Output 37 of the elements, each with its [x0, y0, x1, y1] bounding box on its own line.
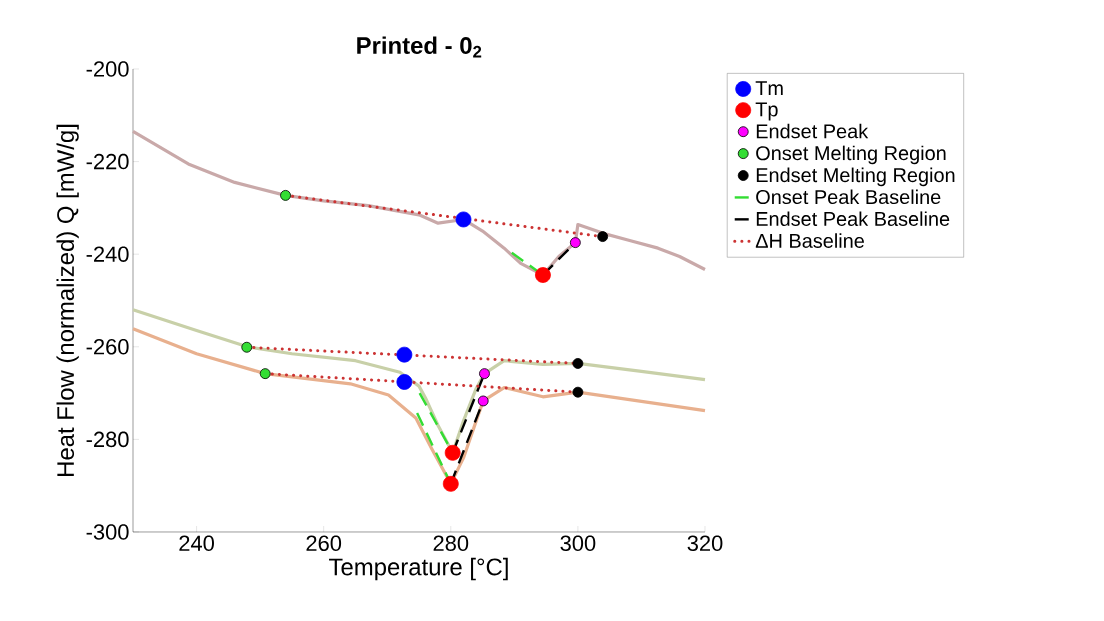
point [479, 368, 490, 380]
point [444, 444, 461, 461]
point [455, 211, 472, 228]
y-tick-label: -260 [86, 339, 129, 355]
legend-label: Endset Melting Region [756, 167, 955, 187]
y-tick-label: -280 [86, 431, 129, 448]
y-axis-title: Heat Flow (normalized) Q [mW/g] [56, 124, 79, 476]
legend-label: Onset Peak Baseline [756, 189, 941, 205]
point [572, 358, 584, 369]
y-tick-label: -240 [86, 246, 129, 262]
x-tick-label: 300 [560, 535, 596, 552]
point [572, 386, 584, 398]
point [241, 341, 253, 353]
point [535, 267, 551, 283]
x-tick-label: 320 [687, 535, 723, 552]
x-axis-title: Temperature [°C] [329, 557, 508, 581]
y-tick-label: -300 [86, 524, 129, 540]
point [396, 346, 413, 363]
chart-title: Printed - 0$_{2}$ [357, 36, 482, 58]
x-tick-label: 260 [306, 535, 342, 552]
point [597, 231, 609, 242]
legend-label: ΔH Baseline [755, 233, 864, 248]
point [259, 368, 271, 380]
y-tick-label: -220 [86, 153, 129, 170]
legend-label: Endset Peak Baseline [756, 211, 950, 227]
point [442, 475, 459, 492]
y-tick-label: -200 [86, 61, 129, 77]
point [280, 189, 291, 201]
legend-label: Endset Peak [756, 123, 869, 139]
point [569, 237, 581, 249]
point [477, 395, 489, 407]
legend-label: Onset Melting Region [756, 145, 946, 165]
legend-label: Tm [755, 81, 783, 96]
legend-label: Tp [755, 102, 778, 121]
x-tick-label: 280 [433, 535, 469, 552]
x-tick-label: 240 [179, 535, 214, 552]
point [396, 374, 413, 390]
